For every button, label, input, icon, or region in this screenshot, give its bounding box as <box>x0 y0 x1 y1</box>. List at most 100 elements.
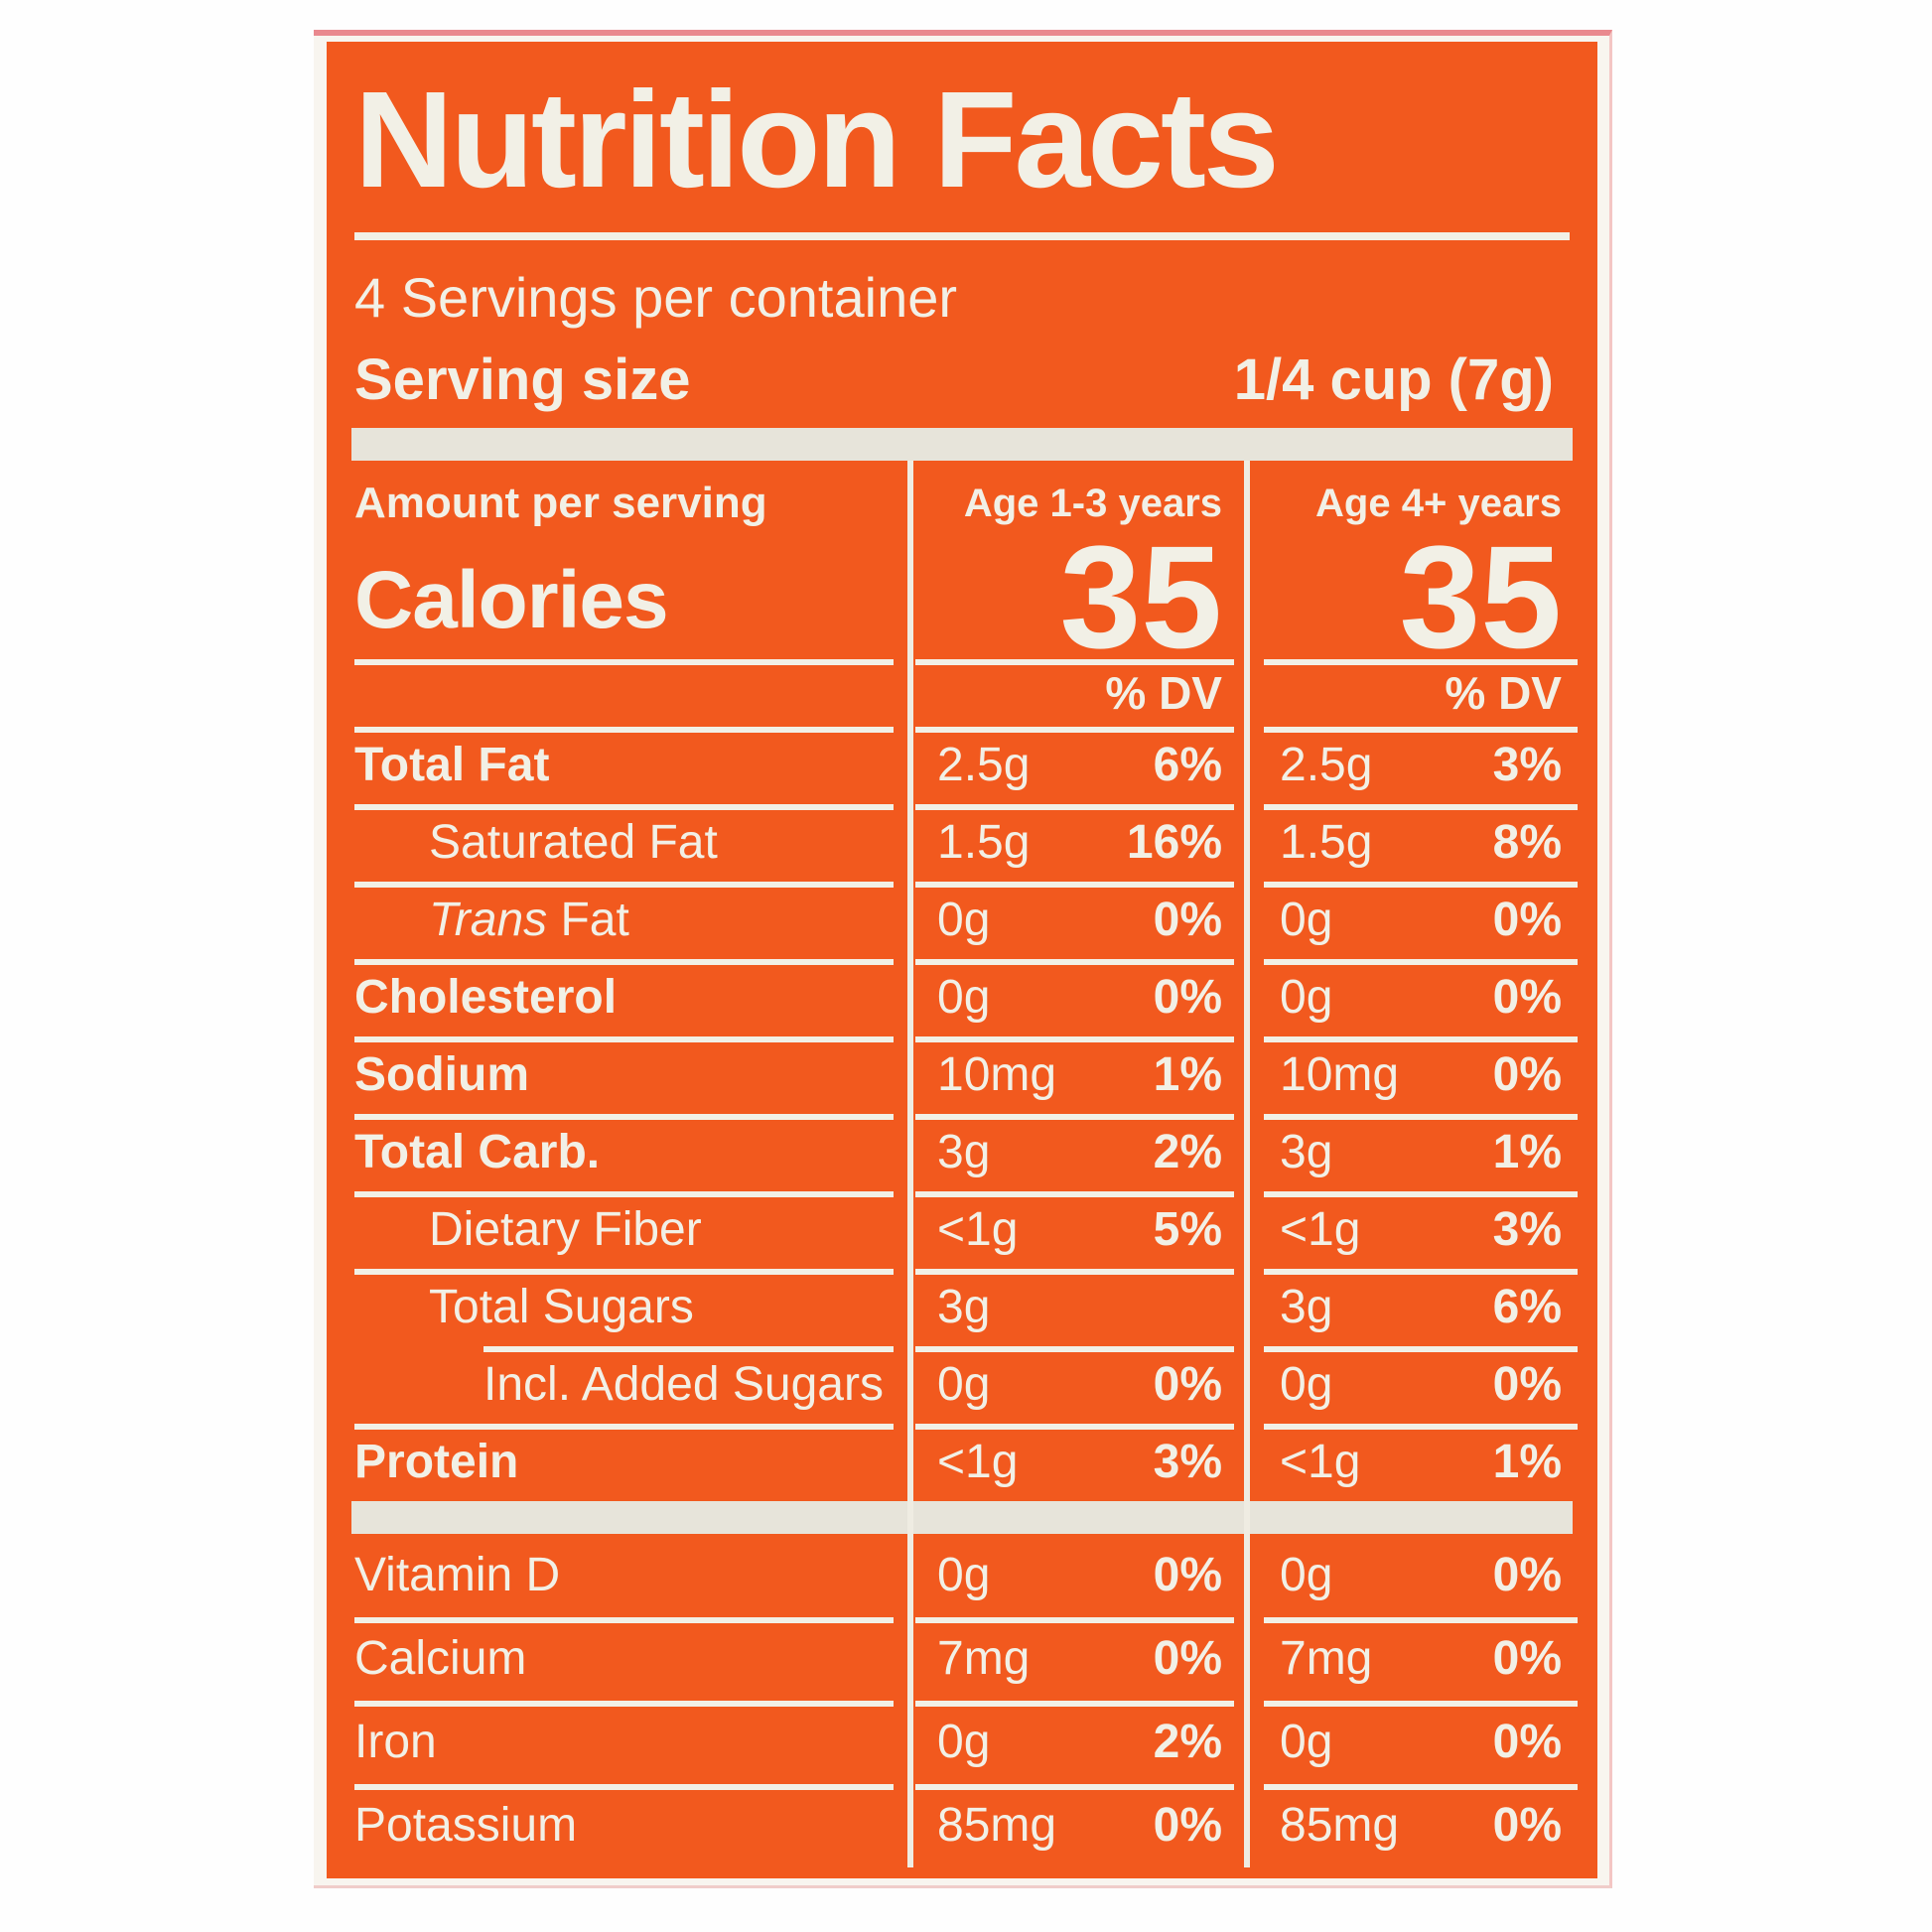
amount-value: 7mg <box>937 1632 1031 1686</box>
nutrient-row: Protein <1g 3% <1g 1% <box>327 1424 1597 1501</box>
nutrient-row: Cholesterol 0g 0% 0g 0% <box>327 959 1597 1036</box>
daily-value-percent: 0% <box>1492 1358 1562 1412</box>
daily-value-percent: 0% <box>1492 971 1562 1025</box>
daily-value-percent: 16% <box>1126 816 1222 870</box>
nutrient-row: Vitamin D 0g 0% 0g 0% <box>327 1534 1597 1617</box>
nutrient-row: Trans Fat 0g 0% 0g 0% <box>327 882 1597 959</box>
amount-value: <1g <box>1280 1203 1361 1257</box>
amount-value: 3g <box>937 1281 991 1334</box>
daily-value-percent: 1% <box>1492 1436 1562 1489</box>
daily-value-percent: 0% <box>1492 1716 1562 1769</box>
serving-size-row: Serving size 1/4 cup (7g) <box>354 347 1554 414</box>
amount-value: <1g <box>937 1203 1019 1257</box>
daily-value-percent: 0% <box>1492 894 1562 947</box>
amount-value: 85mg <box>1280 1799 1400 1853</box>
daily-value-percent: 2% <box>1153 1126 1222 1179</box>
percent-dv-header: % DV <box>1105 667 1222 720</box>
daily-value-percent: 8% <box>1492 816 1562 870</box>
nutrient-name: Total Fat <box>354 739 550 792</box>
column-divider <box>907 461 913 1867</box>
nutrient-name: Calcium <box>354 1632 527 1686</box>
nutrient-row: Sodium 10mg 1% 10mg 0% <box>327 1036 1597 1114</box>
calories-row: Calories 35 35 <box>327 516 1597 680</box>
daily-value-percent: 0% <box>1153 1549 1222 1602</box>
daily-value-percent: 0% <box>1492 1048 1562 1102</box>
nutrient-name: Protein <box>354 1436 519 1489</box>
nutrient-name: Total Carb. <box>354 1126 601 1179</box>
amount-value: 10mg <box>937 1048 1057 1102</box>
daily-value-percent: 0% <box>1153 894 1222 947</box>
amount-value: 1.5g <box>1280 816 1373 870</box>
calories-value: 35 <box>1059 516 1222 680</box>
serving-size-value: 1/4 cup (7g) <box>1233 347 1554 413</box>
nutrient-name: Vitamin D <box>354 1549 561 1602</box>
amount-value: 0g <box>1280 1358 1333 1412</box>
daily-value-percent: 0% <box>1492 1799 1562 1853</box>
amount-value: 0g <box>1280 894 1333 947</box>
amount-value: 3g <box>1280 1281 1333 1334</box>
daily-value-percent: 1% <box>1492 1126 1562 1179</box>
nutrient-name: Iron <box>354 1716 437 1769</box>
nutrient-row: Dietary Fiber <1g 5% <1g 3% <box>327 1191 1597 1269</box>
nutrient-name: Dietary Fiber <box>429 1203 702 1257</box>
nutrient-row: Calcium 7mg 0% 7mg 0% <box>327 1617 1597 1701</box>
daily-value-percent: 0% <box>1492 1632 1562 1686</box>
amount-per-serving-label: Amount per serving <box>354 479 767 528</box>
thick-separator-bar <box>351 428 1573 462</box>
serving-size-label: Serving size <box>354 347 691 413</box>
amount-value: 85mg <box>937 1799 1057 1853</box>
nutrient-name: Trans Fat <box>429 894 629 947</box>
amount-value: 0g <box>1280 971 1333 1025</box>
nutrient-row: Incl. Added Sugars 0g 0% 0g 0% <box>327 1346 1597 1424</box>
daily-value-percent: 0% <box>1153 971 1222 1025</box>
daily-value-percent: 1% <box>1153 1048 1222 1102</box>
daily-value-percent: 6% <box>1492 1281 1562 1334</box>
label-frame: Nutrition Facts 4 Servings per container… <box>314 30 1612 1888</box>
column-header-row: Amount per serving Age 1-3 years Age 4+ … <box>327 461 1597 532</box>
nutrient-name: Total Sugars <box>429 1281 694 1334</box>
nutrient-row: Total Carb. 3g 2% 3g 1% <box>327 1114 1597 1191</box>
amount-value: 3g <box>1280 1126 1333 1179</box>
calories-label: Calories <box>354 555 669 646</box>
amount-value: 0g <box>937 1549 991 1602</box>
column-divider <box>1244 461 1250 1867</box>
title-divider <box>354 232 1570 240</box>
nutrition-facts-panel: Nutrition Facts 4 Servings per container… <box>327 42 1597 1878</box>
nutrient-row: Total Fat 2.5g 6% 2.5g 3% <box>327 727 1597 804</box>
daily-value-percent: 3% <box>1153 1436 1222 1489</box>
nutrient-name: Incl. Added Sugars <box>483 1358 884 1412</box>
panel-title: Nutrition Facts <box>354 64 1280 216</box>
age-column-header: Age 1-3 years <box>963 482 1222 526</box>
calories-value: 35 <box>1399 516 1562 680</box>
amount-value: 0g <box>1280 1716 1333 1769</box>
nutrient-name: Saturated Fat <box>429 816 718 870</box>
daily-value-percent: 0% <box>1153 1358 1222 1412</box>
age-column-header: Age 4+ years <box>1315 482 1562 526</box>
nutrient-rows-section: Total Fat 2.5g 6% 2.5g 3% Saturated Fat 1.5g 16… <box>327 727 1597 1501</box>
amount-value: <1g <box>1280 1436 1361 1489</box>
amount-value: 7mg <box>1280 1632 1373 1686</box>
amount-value: 3g <box>937 1126 991 1179</box>
amount-value: 0g <box>937 971 991 1025</box>
nutrient-row: Saturated Fat 1.5g 16% 1.5g 8% <box>327 804 1597 882</box>
daily-value-percent: 3% <box>1492 739 1562 792</box>
daily-value-percent: 0% <box>1153 1799 1222 1853</box>
daily-value-percent: 6% <box>1153 739 1222 792</box>
amount-value: 10mg <box>1280 1048 1400 1102</box>
daily-value-percent: 2% <box>1153 1716 1222 1769</box>
daily-value-percent: 3% <box>1492 1203 1562 1257</box>
nutrient-name: Potassium <box>354 1799 578 1853</box>
daily-value-percent: 0% <box>1492 1549 1562 1602</box>
nutrient-row: Potassium 85mg 0% 85mg 0% <box>327 1784 1597 1867</box>
mineral-rows-section: Vitamin D 0g 0% 0g 0% Calcium 7mg 0% 7mg 0% Iron 0g… <box>327 1534 1597 1867</box>
nutrient-name: Sodium <box>354 1048 529 1102</box>
amount-value: 2.5g <box>937 739 1031 792</box>
amount-value: 0g <box>937 1358 991 1412</box>
daily-value-percent: 0% <box>1153 1632 1222 1686</box>
nutrient-name: Cholesterol <box>354 971 618 1025</box>
percent-dv-header: % DV <box>1445 667 1562 720</box>
nutrient-row: Iron 0g 2% 0g 0% <box>327 1701 1597 1784</box>
thick-separator-bar <box>351 1501 1573 1535</box>
daily-value-percent: 5% <box>1153 1203 1222 1257</box>
